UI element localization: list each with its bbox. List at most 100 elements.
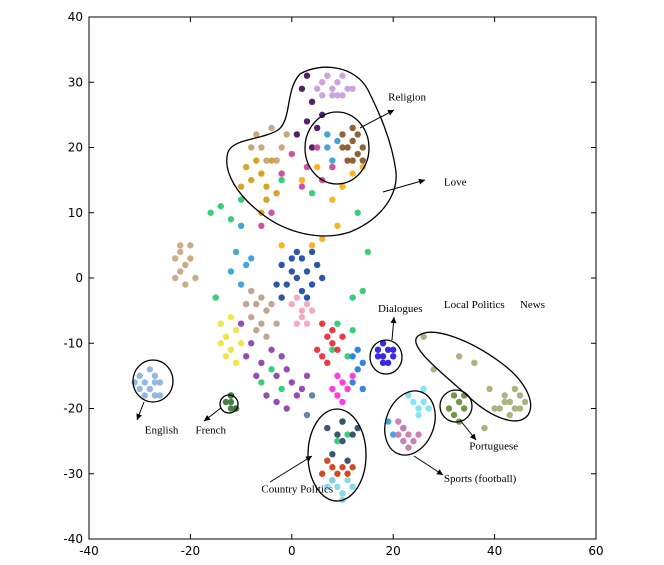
x-tick-label: -20	[181, 544, 201, 558]
country-politics-cluster-outline	[307, 408, 367, 502]
data-point	[334, 92, 341, 99]
data-point	[349, 483, 356, 490]
data-point	[359, 359, 366, 367]
data-point	[248, 287, 255, 295]
data-point	[319, 79, 326, 86]
data-point	[319, 235, 326, 243]
data-point	[298, 183, 306, 190]
data-point	[263, 183, 270, 190]
data-point	[344, 477, 351, 484]
data-point	[298, 287, 306, 295]
data-point	[242, 163, 250, 171]
data-point	[460, 405, 468, 412]
cluster-label: News	[520, 299, 545, 311]
country-politics-arrow	[269, 455, 313, 483]
data-point	[415, 431, 422, 438]
data-point	[410, 437, 417, 445]
data-point	[359, 385, 366, 393]
data-point	[268, 346, 275, 353]
data-point	[319, 470, 326, 477]
data-point	[501, 392, 508, 399]
data-point	[182, 261, 189, 269]
data-point	[273, 398, 280, 406]
data-point	[405, 431, 412, 438]
data-point	[278, 294, 285, 301]
data-point	[303, 320, 311, 327]
data-point	[217, 320, 225, 327]
y-tick-label: -20	[63, 402, 83, 416]
y-tick-label: -40	[63, 532, 83, 546]
data-point	[324, 131, 331, 138]
data-point	[253, 300, 260, 308]
data-point	[177, 268, 184, 275]
data-point	[339, 72, 346, 79]
cluster-label: French	[195, 424, 226, 436]
data-point	[263, 157, 270, 164]
data-point	[324, 72, 331, 79]
data-point	[288, 379, 295, 386]
data-point	[374, 346, 382, 353]
data-point	[339, 131, 346, 138]
y-tick-label: 10	[68, 206, 83, 220]
data-point	[344, 144, 351, 151]
x-tick-label: 40	[487, 544, 502, 558]
data-point	[354, 131, 361, 138]
data-point	[349, 431, 356, 438]
french-cluster-outline	[219, 394, 239, 414]
english-arrow-head	[136, 413, 142, 420]
data-point	[405, 444, 412, 451]
y-tick-label: 20	[68, 141, 83, 155]
data-point	[293, 320, 301, 327]
data-point	[324, 457, 331, 464]
data-point	[349, 170, 356, 177]
data-point	[303, 118, 311, 125]
data-point	[227, 313, 235, 321]
data-point	[324, 144, 331, 151]
data-point	[400, 437, 407, 445]
data-point	[334, 431, 341, 438]
portuguese-arrow-head	[469, 433, 476, 440]
data-point	[415, 405, 422, 412]
data-point	[273, 372, 280, 380]
data-point	[288, 268, 295, 275]
data-point	[329, 157, 336, 164]
cluster-label: English	[145, 424, 179, 436]
data-point	[334, 346, 341, 353]
data-point	[303, 372, 311, 380]
data-point	[516, 392, 524, 399]
love-arrow-head	[418, 178, 425, 185]
data-point	[227, 398, 235, 406]
local-politics-news-outline	[415, 331, 532, 422]
data-point	[334, 372, 341, 380]
data-point	[395, 418, 402, 425]
data-point	[222, 353, 230, 360]
data-point	[334, 392, 341, 399]
data-point	[308, 248, 316, 256]
data-point	[303, 411, 311, 419]
x-tick-label: -40	[79, 544, 99, 558]
data-point	[278, 385, 285, 393]
english-cluster-outline	[132, 359, 174, 403]
data-point	[339, 490, 346, 497]
sports-cluster-outline	[384, 390, 436, 456]
data-point	[349, 327, 356, 334]
data-point	[344, 353, 351, 360]
data-point	[237, 320, 245, 327]
data-point	[182, 281, 189, 288]
data-point	[187, 242, 194, 249]
french-arrow-head	[204, 414, 211, 421]
data-point	[237, 196, 245, 203]
data-point	[339, 333, 346, 340]
data-point	[354, 150, 361, 158]
data-point	[339, 379, 346, 386]
data-point	[390, 431, 397, 438]
data-point	[136, 372, 143, 380]
data-point	[339, 92, 346, 99]
data-point	[248, 255, 255, 262]
data-point	[450, 411, 458, 419]
data-point	[177, 242, 184, 249]
data-point	[329, 346, 336, 353]
data-point	[268, 366, 275, 373]
data-point	[324, 483, 331, 490]
data-point	[293, 274, 301, 282]
